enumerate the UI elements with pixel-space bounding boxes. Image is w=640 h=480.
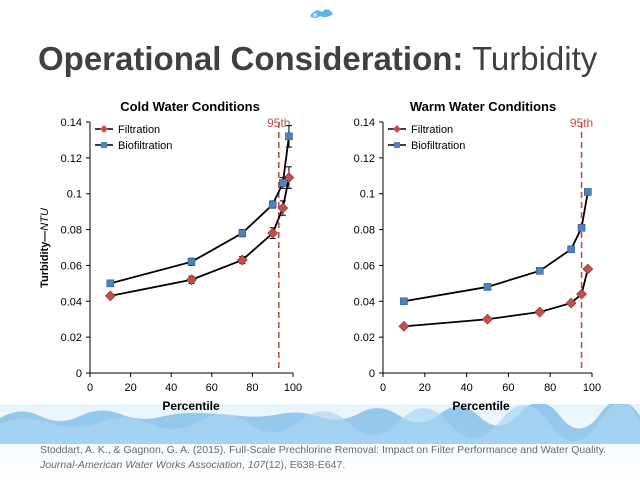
y-tick-label: 0.14: [61, 117, 82, 129]
data-point-biofiltration: [483, 283, 492, 291]
data-point-biofiltration: [584, 188, 592, 196]
percentile-95-label: 95th: [267, 116, 290, 130]
data-point-biofiltration: [567, 245, 575, 254]
data-point-filtration: [582, 263, 594, 275]
data-point-biofiltration: [187, 258, 196, 266]
series-line-filtration: [403, 268, 589, 328]
data-point-biofiltration: [238, 229, 247, 237]
legend-label-filtration: Filtration: [411, 124, 453, 136]
y-tick-label: 0.02: [61, 332, 82, 344]
chart-title: Cold Water Conditions: [120, 99, 260, 114]
legend-marker-filtration: [393, 125, 401, 133]
x-axis-label: Percentile: [162, 399, 220, 413]
data-point-filtration: [236, 254, 248, 266]
percentile-95-label: 95th: [570, 116, 593, 130]
series-line-biofiltration: [110, 136, 290, 285]
citation-sep: ,: [241, 459, 248, 471]
data-point-biofiltration: [285, 132, 293, 141]
water-drop-logo: [310, 9, 333, 18]
data-point-filtration: [104, 290, 116, 302]
citation: Stoddart, A. K., & Gagnon, G. A. (2015).…: [40, 443, 620, 473]
x-tick-label: 60: [206, 382, 218, 394]
y-tick-label: 0.12: [354, 153, 375, 165]
legend-label-biofiltration: Biofiltration: [411, 140, 465, 152]
y-tick-label: 0.1: [67, 189, 82, 201]
citation-volume: 107: [247, 459, 266, 471]
data-point-filtration: [398, 320, 410, 332]
citation-journal: Journal-American Water Works Association: [40, 459, 242, 471]
water-wave-banner: [0, 400, 640, 480]
legend-label-filtration: Filtration: [118, 124, 160, 136]
data-point-biofiltration: [577, 223, 586, 232]
y-axis-label: Turbidity—NTU: [39, 208, 51, 288]
x-tick-label: 80: [246, 382, 258, 394]
x-tick-label: 20: [124, 382, 136, 394]
y-tick-label: 0: [76, 368, 82, 380]
slide-title-light: Turbidity: [471, 40, 598, 77]
chart-title: Warm Water Conditions: [410, 99, 556, 114]
series-line-biofiltration: [403, 191, 589, 303]
y-tick-label: 0.08: [354, 225, 375, 237]
y-tick-label: 0.08: [61, 225, 82, 237]
data-point-filtration: [267, 227, 279, 239]
x-tick-label: 80: [544, 382, 556, 394]
data-point-filtration: [482, 313, 493, 325]
x-tick-label: 100: [583, 382, 601, 394]
citation-text: Stoddart, A. K., & Gagnon, G. A. (2015).…: [40, 444, 607, 456]
x-axis-label: Percentile: [452, 399, 510, 413]
data-point-filtration: [186, 274, 197, 286]
legend-label-biofiltration: Biofiltration: [118, 140, 172, 152]
data-point-biofiltration: [279, 179, 287, 187]
x-tick-label: 100: [284, 382, 302, 394]
x-tick-label: 0: [380, 382, 386, 394]
legend-marker-biofiltration: [101, 142, 107, 148]
citation-pages: (12), E638-E647.: [265, 459, 346, 471]
warm-water-chart: Warm Water Conditions Percentile 0 0.02 0.…: [354, 99, 602, 413]
data-point-filtration: [565, 297, 577, 309]
cold-water-chart: Cold Water Conditions Percentile Turbidi…: [39, 99, 302, 413]
y-axis-label-main: Turbidity—: [39, 231, 51, 288]
legend-marker-filtration: [100, 125, 108, 133]
y-tick-label: 0.14: [354, 117, 375, 129]
water-wave-icon: [0, 400, 640, 444]
y-tick-label: 0.02: [354, 332, 375, 344]
x-tick-label: 40: [165, 382, 177, 394]
y-tick-label: 0.04: [61, 296, 82, 308]
y-tick-label: 0: [369, 368, 375, 380]
y-tick-label: 0.06: [61, 260, 82, 272]
x-tick-label: 20: [419, 382, 431, 394]
y-axis-label-unit: NTU: [39, 208, 51, 231]
y-tick-label: 0.04: [354, 296, 375, 308]
y-tick-label: 0.12: [61, 153, 82, 165]
legend-marker-biofiltration: [394, 142, 400, 148]
data-point-biofiltration: [106, 279, 115, 288]
data-point-biofiltration: [535, 267, 544, 275]
y-tick-label: 0.1: [360, 189, 375, 201]
series-line-filtration: [110, 177, 290, 297]
slide-title: Operational Consideration: Turbidity: [38, 40, 597, 78]
x-tick-label: 0: [87, 382, 93, 394]
x-tick-label: 40: [460, 382, 472, 394]
data-point-biofiltration: [268, 200, 277, 209]
x-tick-label: 60: [502, 382, 514, 394]
data-point-filtration: [277, 202, 289, 214]
y-tick-label: 0.06: [354, 260, 375, 272]
data-point-biofiltration: [400, 297, 408, 306]
data-point-filtration: [576, 288, 587, 300]
slide-title-bold: Operational Consideration:: [38, 40, 464, 77]
data-point-filtration: [534, 306, 546, 318]
